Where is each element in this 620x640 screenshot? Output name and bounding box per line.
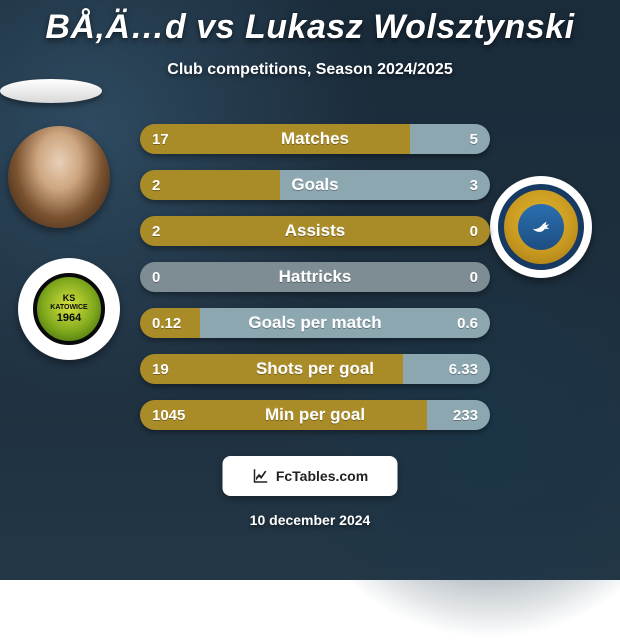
stat-row: 0.120.6Goals per match	[140, 308, 490, 338]
stat-row: 1045233Min per goal	[140, 400, 490, 430]
stat-label: Goals	[140, 170, 490, 200]
site-badge[interactable]: FcTables.com	[223, 456, 398, 496]
right-club-badge-inner	[498, 184, 584, 270]
bird-icon	[530, 216, 552, 238]
stat-row: 196.33Shots per goal	[140, 354, 490, 384]
stat-label: Goals per match	[140, 308, 490, 338]
subtitle: Club competitions, Season 2024/2025	[0, 61, 620, 79]
stat-row: 175Matches	[140, 124, 490, 154]
site-badge-label: FcTables.com	[276, 468, 368, 484]
left-club-badge-inner: KS KATOWICE 1964	[33, 273, 105, 345]
stat-label: Hattricks	[140, 262, 490, 292]
right-player-photo	[0, 79, 102, 103]
stat-label: Matches	[140, 124, 490, 154]
left-player-photo	[8, 126, 110, 228]
left-club-text-top: KS	[63, 294, 76, 304]
chart-icon	[252, 467, 270, 485]
stat-label: Shots per goal	[140, 354, 490, 384]
left-club-badge: KS KATOWICE 1964	[18, 258, 120, 360]
stat-row: 20Assists	[140, 216, 490, 246]
stat-label: Min per goal	[140, 400, 490, 430]
left-club-year: 1964	[57, 312, 81, 324]
right-club-badge	[490, 176, 592, 278]
footer-date: 10 december 2024	[250, 512, 371, 528]
stat-row: 23Goals	[140, 170, 490, 200]
right-club-badge-center	[518, 204, 564, 250]
page-title: BÅ‚Ä…d vs Lukasz Wolsztynski	[0, 0, 620, 47]
stat-label: Assists	[140, 216, 490, 246]
stat-row: 00Hattricks	[140, 262, 490, 292]
stats-bars: 175Matches 23Goals 20Assists 00Hattricks 0.1…	[140, 124, 490, 446]
left-club-text-mid: KATOWICE	[50, 304, 87, 312]
